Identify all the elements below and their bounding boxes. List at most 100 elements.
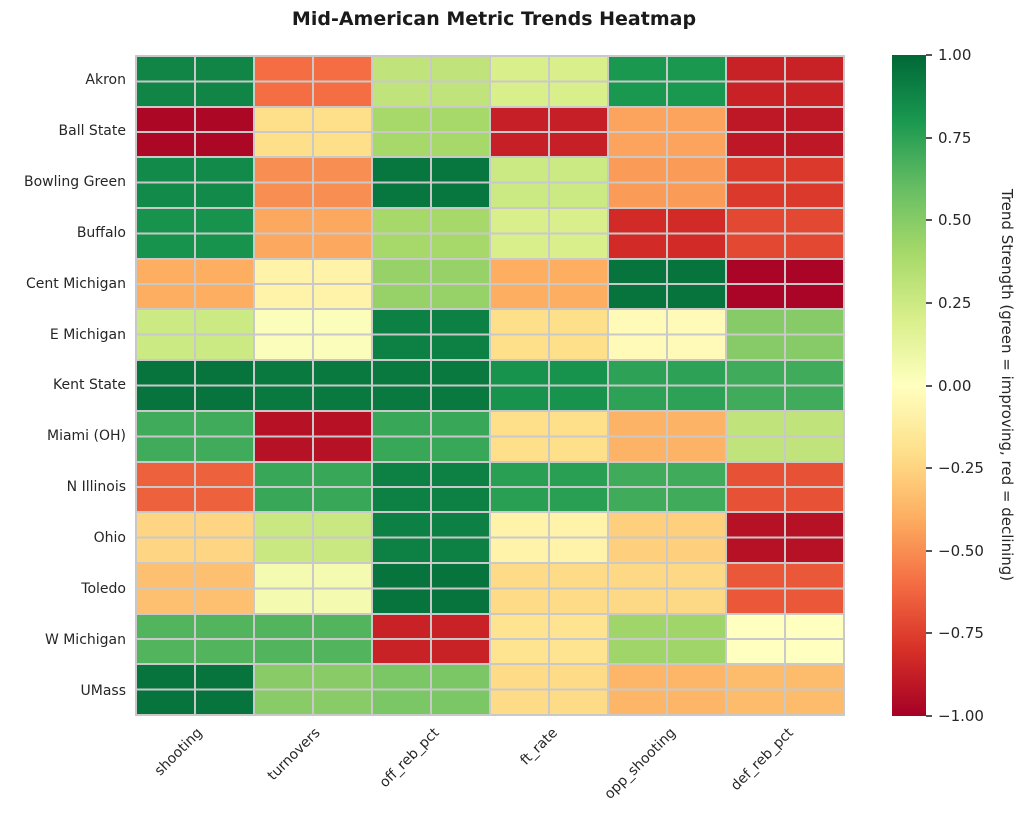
- heatmap-cell: [491, 411, 607, 461]
- heatmap-cell: [609, 411, 725, 461]
- colorbar-tick-mark: [926, 54, 932, 56]
- heatmap-cell: [373, 665, 489, 714]
- heatmap-cell: [137, 411, 253, 461]
- heatmap-cell: [255, 462, 371, 512]
- colorbar-axis-label: Trend Strength (green = improving, red =…: [998, 188, 1016, 582]
- heatmap-cell: [137, 259, 253, 309]
- heatmap-cell: [491, 209, 607, 258]
- heatmap-cell: [137, 310, 253, 360]
- colorbar-tick-label: 1.00: [938, 46, 972, 64]
- colorbar-tick-mark: [926, 136, 932, 139]
- heatmap-cell: [491, 259, 607, 309]
- colorbar-tick-mark: [926, 467, 932, 470]
- y-tick-label: Toledo: [81, 580, 126, 597]
- heatmap-cell: [491, 513, 607, 562]
- heatmap-cell: [373, 107, 489, 157]
- heatmap-cell: [373, 563, 489, 613]
- y-tick-label: Miami (OH): [47, 428, 126, 445]
- heatmap-cell: [609, 259, 725, 309]
- heatmap-cell: [727, 361, 843, 410]
- heatmap-cell: [609, 462, 725, 512]
- heatmap-cell: [373, 310, 489, 360]
- heatmap-cell: [727, 513, 843, 562]
- heatmap-cell: [255, 665, 371, 714]
- heatmap-cell: [491, 57, 607, 106]
- heatmap-cell: [727, 209, 843, 258]
- x-tick-label: ft_rate: [516, 725, 561, 769]
- colorbar-tick-mark: [926, 632, 932, 635]
- heatmap-cell: [609, 158, 725, 208]
- x-tick-label: turnovers: [264, 725, 324, 784]
- colorbar-tick-label: 0.00: [938, 376, 972, 395]
- heatmap-cell: [255, 57, 371, 106]
- heatmap-cell: [255, 310, 371, 360]
- colorbar-ticks: 1.00 0.75 0.50 0.25 0.00 −0.25 −0.50 −0.75 −1.00: [926, 46, 1016, 725]
- heatmap-cell: [373, 259, 489, 309]
- heatmap-cell: [255, 513, 371, 562]
- heatmap-cell: [255, 107, 371, 157]
- heatmap-cell: [255, 411, 371, 461]
- heatmap-cell: [373, 361, 489, 410]
- heatmap-cell: [491, 361, 607, 410]
- x-tick-label: def_reb_pct: [728, 725, 798, 794]
- heatmap-cell: [373, 209, 489, 258]
- heatmap-cell: [491, 158, 607, 208]
- heatmap-cell: [491, 665, 607, 714]
- heatmap-cell: [727, 462, 843, 512]
- colorbar-tick-label: −0.25: [938, 459, 984, 478]
- y-axis-labels: Akron Ball State Bowling Green Buffalo Cent …: [0, 55, 126, 716]
- colorbar-tick-mark: [926, 549, 932, 552]
- colorbar-tick-label: −0.75: [938, 624, 984, 643]
- heatmap-cell: [609, 310, 725, 360]
- heatmap-cell: [255, 614, 371, 664]
- heatmap-cell: [137, 462, 253, 512]
- heatmap-cell: [373, 462, 489, 512]
- colorbar-tick-label: 0.25: [938, 293, 972, 312]
- heatmap-cell: [609, 107, 725, 157]
- heatmap-cell: [491, 462, 607, 512]
- y-tick-label: Ball State: [58, 123, 126, 140]
- heatmap-cell: [137, 665, 253, 714]
- x-tick-label: shooting: [151, 725, 206, 780]
- heatmap-cell: [255, 209, 371, 258]
- heatmap-cell: [727, 310, 843, 360]
- heatmap-cell: [137, 361, 253, 410]
- colorbar-tick-mark: [926, 301, 932, 304]
- y-tick-label: Cent Michigan: [26, 275, 126, 292]
- heatmap-cell: [137, 158, 253, 208]
- heatmap-cell: [727, 563, 843, 613]
- heatmap-cell: [727, 614, 843, 664]
- heatmap-cell: [491, 563, 607, 613]
- heatmap-cell: [255, 259, 371, 309]
- heatmap-cell: [137, 563, 253, 613]
- heatmap-cell: [137, 107, 253, 157]
- y-tick-label: N Illinois: [66, 479, 126, 496]
- y-tick-label: Bowling Green: [23, 174, 126, 191]
- colorbar-tick-label: 0.50: [938, 211, 972, 230]
- x-axis-labels: shooting turnovers off_reb_pct ft_rate opp_s…: [135, 719, 845, 825]
- heatmap-cell: [727, 259, 843, 309]
- heatmap-cell: [727, 107, 843, 157]
- y-tick-label: Buffalo: [76, 224, 126, 241]
- heatmap-grid: [135, 55, 845, 716]
- y-tick-label: Kent State: [53, 377, 126, 394]
- heatmap-cell: [491, 614, 607, 664]
- colorbar-tick-mark: [926, 715, 932, 717]
- chart-title: Mid-American Metric Trends Heatmap: [291, 8, 697, 30]
- colorbar-gradient: [892, 55, 926, 716]
- heatmap-cell: [727, 57, 843, 106]
- y-tick-label: UMass: [80, 682, 127, 699]
- heatmap-cell: [137, 513, 253, 562]
- colorbar-tick-label: −1.00: [938, 707, 984, 725]
- y-tick-label: Akron: [85, 72, 126, 89]
- heatmap-cell: [609, 614, 725, 664]
- heatmap-cell: [491, 310, 607, 360]
- heatmap-cell: [373, 513, 489, 562]
- heatmap-cell: [727, 411, 843, 461]
- heatmap-cell: [373, 57, 489, 106]
- colorbar-tick-mark: [926, 384, 932, 387]
- heatmap-cell: [727, 665, 843, 714]
- heatmap-cell: [137, 209, 253, 258]
- heatmap-cell: [609, 57, 725, 106]
